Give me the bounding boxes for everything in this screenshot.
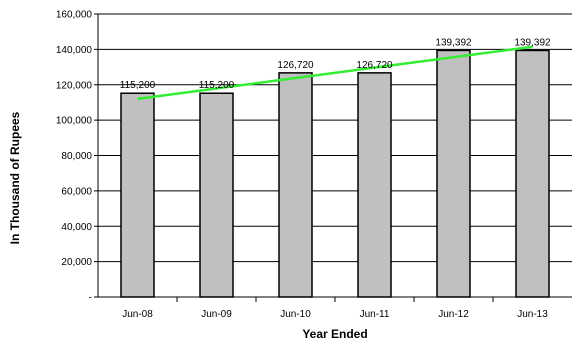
- bar: [357, 72, 392, 298]
- bar: [278, 72, 313, 298]
- y-tick-label: 80,000: [61, 151, 92, 162]
- bar: [199, 92, 234, 298]
- x-tick-label: Jun-08: [122, 309, 153, 320]
- x-axis-title: Year Ended: [302, 327, 367, 341]
- y-tick-label: 100,000: [56, 116, 93, 127]
- trendline: [137, 45, 533, 101]
- axes: - 20,000 40,000 60,000 80,000 100,000 120,000 1…: [56, 10, 572, 320]
- data-labels: 115,200 115,200 126,720 126,720 139,392 139,3…: [120, 37, 551, 91]
- bar: [436, 49, 471, 298]
- y-tick-label: -: [89, 293, 92, 304]
- data-label: 126,720: [356, 60, 393, 71]
- trendline-group: [137, 45, 533, 101]
- data-label: 115,200: [199, 80, 235, 91]
- y-tick-label: 140,000: [56, 45, 93, 56]
- y-tick-label: 40,000: [61, 222, 92, 233]
- y-tick-label: 60,000: [61, 186, 92, 197]
- y-axis-title: In Thousand of Rupees: [8, 111, 22, 244]
- bars: [120, 49, 550, 298]
- y-tick-label: 160,000: [56, 10, 93, 21]
- data-label: 115,200: [120, 80, 156, 91]
- bar: [120, 92, 155, 298]
- x-tick-label: Jun-09: [201, 309, 232, 320]
- bar: [515, 49, 550, 298]
- x-tick-label: Jun-13: [517, 309, 548, 320]
- x-tick-label: Jun-11: [360, 309, 390, 320]
- x-tick-label: Jun-10: [280, 309, 311, 320]
- data-label: 126,720: [277, 60, 314, 71]
- x-tick-label: Jun-12: [438, 309, 469, 320]
- y-tick-label: 20,000: [61, 257, 92, 268]
- data-label: 139,392: [435, 37, 472, 48]
- gridlines: [98, 13, 572, 263]
- y-tick-label: 120,000: [56, 80, 93, 91]
- data-label: 139,392: [514, 37, 551, 48]
